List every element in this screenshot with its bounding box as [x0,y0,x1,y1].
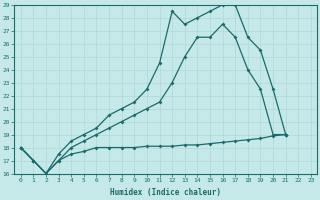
X-axis label: Humidex (Indice chaleur): Humidex (Indice chaleur) [110,188,221,197]
